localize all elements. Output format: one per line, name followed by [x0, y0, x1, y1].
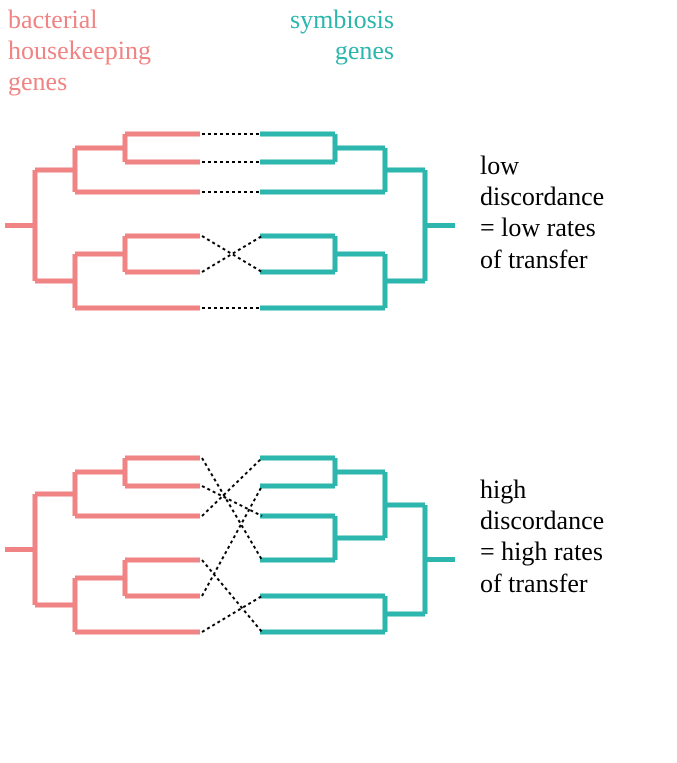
right-tree-bottom: [260, 458, 455, 632]
left-tree-top: [5, 134, 200, 308]
links-bottom: [202, 458, 262, 632]
desc-bottom-label: high discordance = high rates of transfe…: [480, 474, 604, 599]
left-header-label: bacterial housekeeping genes: [8, 4, 151, 98]
left-tree-bottom: [5, 458, 200, 632]
desc-top-label: low discordance = low rates of transfer: [480, 150, 604, 275]
right-tree-top: [260, 134, 455, 308]
links-top: [202, 134, 262, 308]
panel-top-svg: [0, 126, 470, 326]
panel-bottom-svg: [0, 450, 470, 650]
right-header-label: symbiosis genes: [290, 4, 394, 66]
